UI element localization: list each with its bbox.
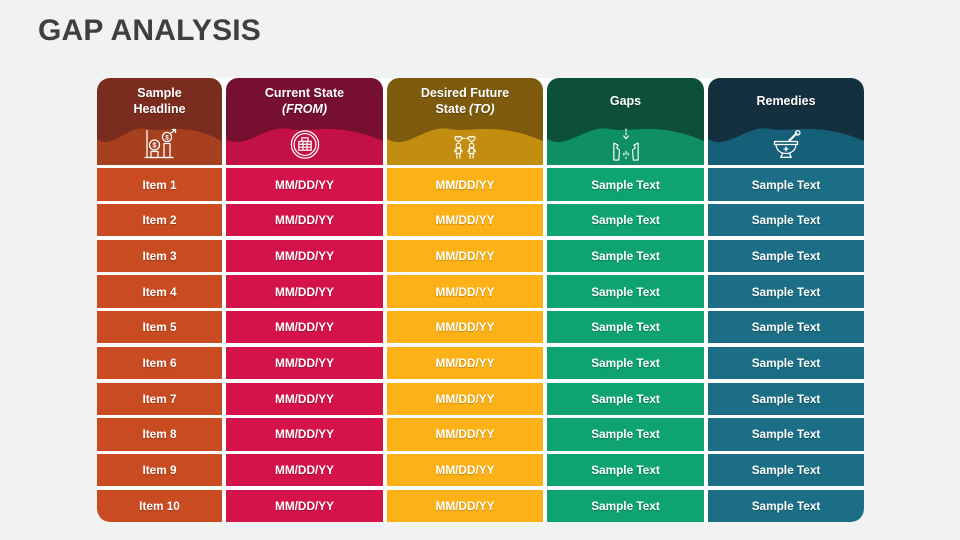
current-state-cell: MM/DD/YY	[226, 239, 383, 273]
column-header-title: Remedies	[708, 78, 864, 124]
column-header-title: Desired Future State (TO)	[387, 78, 543, 124]
headline-cell: Item 8	[97, 418, 222, 451]
remedies-cell: Sample Text	[708, 204, 864, 237]
desired-future-state-cell: MM/DD/YY	[387, 489, 543, 522]
desired-future-state-cell: MM/DD/YY	[387, 168, 543, 201]
headline-cell: Item 1	[97, 168, 222, 201]
header-title-line2: State (TO)	[435, 101, 494, 117]
remedies-cell: Sample Text	[708, 311, 864, 344]
gaps-cell: Sample Text	[547, 418, 704, 451]
headline-cell: Item 3	[97, 239, 222, 273]
column-header-title: Gaps	[547, 78, 704, 124]
page-title: GAP ANALYSIS	[38, 14, 262, 47]
header-title-line1: Remedies	[756, 94, 816, 108]
header-title-line2: (FROM)	[282, 101, 327, 117]
current-state-cell: MM/DD/YY	[226, 382, 383, 415]
header-title-line1: Sample	[137, 86, 182, 100]
wave-shape	[547, 128, 704, 165]
column-header-remedies: Remedies	[708, 78, 864, 165]
headline-cell: Item 5	[97, 311, 222, 344]
desired-future-state-cell: MM/DD/YY	[387, 204, 543, 237]
brick-globe-icon	[288, 128, 322, 161]
gaps-cell: Sample Text	[547, 311, 704, 344]
remedies-cell: Sample Text	[708, 346, 864, 380]
gaps-cell: Sample Text	[547, 239, 704, 273]
svg-text:$: $	[165, 135, 169, 142]
current-state-cell: MM/DD/YY	[226, 204, 383, 237]
headline-cell: Item 6	[97, 346, 222, 380]
column-header-headline: Sample Headline $ $	[97, 78, 222, 165]
column-header-title: Current State (FROM)	[226, 78, 383, 124]
headline-cell: Item 2	[97, 204, 222, 237]
gaps-cell: Sample Text	[547, 489, 704, 522]
current-state-cell: MM/DD/YY	[226, 346, 383, 380]
gaps-cell: Sample Text	[547, 382, 704, 415]
column-header-title: Sample Headline	[97, 78, 222, 124]
desired-future-state-cell: MM/DD/YY	[387, 346, 543, 380]
svg-text:$: $	[152, 143, 156, 150]
remedies-cell: Sample Text	[708, 168, 864, 201]
header-title-line2-text: Headline	[133, 102, 186, 116]
headline-cell: Item 10	[97, 489, 222, 522]
column-header-gaps: Gaps	[547, 78, 704, 165]
headline-cell: Item 7	[97, 382, 222, 415]
remedies-cell: Sample Text	[708, 489, 864, 522]
desired-future-state-cell: MM/DD/YY	[387, 275, 543, 308]
header-title-line1: Gaps	[609, 94, 642, 108]
headline-cell: Item 9	[97, 453, 222, 487]
current-state-cell: MM/DD/YY	[226, 489, 383, 522]
gap-analysis-table: Sample Headline $ $ Current State (FROM) Desir…	[97, 78, 864, 522]
header-title-line2-italic-text: (FROM)	[281, 102, 328, 116]
gaps-cell: Sample Text	[547, 453, 704, 487]
header-title-line2: Headline	[133, 101, 185, 117]
desired-future-state-cell: MM/DD/YY	[387, 418, 543, 451]
remedies-cell: Sample Text	[708, 239, 864, 273]
mortar-pestle-icon	[769, 128, 803, 161]
current-state-cell: MM/DD/YY	[226, 311, 383, 344]
remedies-cell: Sample Text	[708, 418, 864, 451]
couple-hearts-icon	[448, 128, 482, 161]
gaps-cell: Sample Text	[547, 275, 704, 308]
column-header-desired-future-state: Desired Future State (TO)	[387, 78, 543, 165]
current-state-cell: MM/DD/YY	[226, 168, 383, 201]
gaps-cell: Sample Text	[547, 204, 704, 237]
current-state-cell: MM/DD/YY	[226, 453, 383, 487]
desired-future-state-cell: MM/DD/YY	[387, 311, 543, 344]
desired-future-state-cell: MM/DD/YY	[387, 453, 543, 487]
column-header-current-state: Current State (FROM)	[226, 78, 383, 165]
header-title-line1: Desired Future	[420, 86, 510, 100]
header-title-line1: Current State	[264, 86, 345, 100]
header-title-line2-italic-text: (TO)	[469, 102, 495, 116]
header-title-line2-text: State	[435, 102, 467, 116]
wave-shape	[97, 128, 222, 165]
gaps-cell: Sample Text	[547, 346, 704, 380]
remedies-cell: Sample Text	[708, 275, 864, 308]
headline-cell: Item 4	[97, 275, 222, 308]
wave-shape	[387, 128, 543, 165]
remedies-cell: Sample Text	[708, 382, 864, 415]
remedies-cell: Sample Text	[708, 453, 864, 487]
current-state-cell: MM/DD/YY	[226, 275, 383, 308]
desired-future-state-cell: MM/DD/YY	[387, 239, 543, 273]
current-state-cell: MM/DD/YY	[226, 418, 383, 451]
desired-future-state-cell: MM/DD/YY	[387, 382, 543, 415]
torn-gap-arrow-icon	[609, 128, 643, 161]
gaps-cell: Sample Text	[547, 168, 704, 201]
money-growth-chart-icon: $ $	[143, 128, 177, 161]
